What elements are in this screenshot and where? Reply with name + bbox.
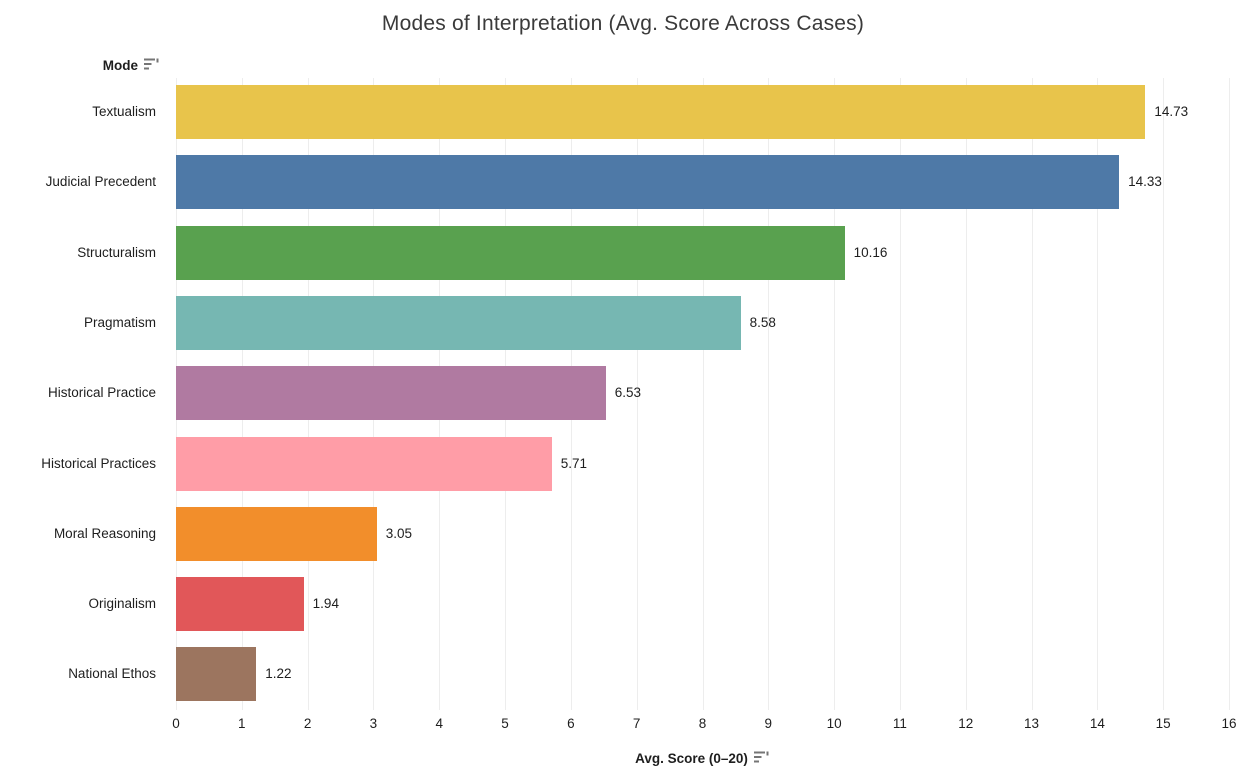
row-header-label: Mode — [102, 58, 138, 73]
table-row: Originalism 1.94 — [0, 577, 1246, 632]
table-row: Moral Reasoning 3.05 — [0, 506, 1246, 561]
x-axis-title-label: Avg. Score (0–20) — [635, 750, 748, 766]
bar-historical-practices[interactable] — [176, 436, 552, 491]
x-tick-label: 5 — [501, 716, 509, 731]
x-tick-label: 7 — [632, 716, 641, 731]
sort-descending-icon[interactable] — [144, 54, 160, 78]
x-tick-label: 11 — [892, 716, 907, 731]
gridline — [899, 78, 901, 710]
x-tick-label: 4 — [435, 716, 444, 731]
category-label: Pragmatism — [83, 314, 156, 330]
category-label: Judicial Precedent — [45, 174, 156, 190]
bar-national-ethos[interactable] — [176, 647, 257, 702]
category-label: Structuralism — [77, 244, 156, 260]
value-label: 8.58 — [749, 314, 776, 330]
bar-textualism[interactable] — [176, 85, 1146, 139]
x-tick-label: 16 — [1221, 716, 1237, 731]
gridline — [834, 78, 836, 710]
value-label: 3.05 — [385, 525, 412, 541]
x-tick-label: 14 — [1089, 716, 1105, 731]
gridline — [702, 78, 704, 710]
category-label: Historical Practice — [47, 385, 156, 401]
sort-descending-icon[interactable] — [753, 751, 770, 766]
chart-title: Modes of Interpretation (Avg. Score Acro… — [381, 12, 865, 35]
value-label: 14.33 — [1128, 174, 1162, 190]
gridline — [768, 78, 770, 710]
table-row: National Ethos 1.22 — [0, 647, 1246, 702]
category-label: Originalism — [88, 596, 156, 612]
value-label: 6.53 — [614, 385, 642, 401]
bar-pragmatism[interactable] — [176, 295, 741, 350]
gridline — [1163, 78, 1165, 710]
value-label: 14.73 — [1154, 104, 1189, 119]
bar-structuralism[interactable] — [176, 225, 845, 280]
x-tick-label: 3 — [369, 716, 378, 731]
x-tick-label: 9 — [764, 716, 773, 731]
category-label: National Ethos — [68, 666, 156, 682]
bar-judicial-precedent[interactable] — [176, 155, 1120, 210]
gridline — [1031, 78, 1033, 710]
row-header[interactable]: Mode — [0, 54, 160, 78]
gridline — [1229, 78, 1230, 710]
x-tick-label: 6 — [567, 716, 575, 731]
table-row: Historical Practice 6.53 — [0, 366, 1246, 421]
table-row: Judicial Precedent 14.33 — [0, 155, 1246, 210]
gridline — [965, 78, 967, 710]
table-row: Pragmatism 8.58 — [0, 295, 1246, 350]
x-tick-label: 1 — [238, 716, 246, 731]
value-label: 1.22 — [265, 666, 292, 682]
x-axis-title[interactable]: Avg. Score (0–20) — [176, 748, 1229, 768]
x-tick-label: 8 — [698, 716, 707, 731]
x-tick-label: 15 — [1155, 716, 1171, 731]
gridline — [1097, 78, 1099, 710]
x-tick-label: 0 — [172, 716, 180, 731]
value-label: 1.94 — [312, 596, 339, 612]
gridline — [636, 78, 638, 710]
bar-originalism[interactable] — [176, 577, 304, 632]
category-label: Textualism — [92, 104, 156, 119]
bar-historical-practice[interactable] — [176, 366, 606, 421]
x-tick-label: 10 — [826, 716, 842, 731]
bar-moral-reasoning[interactable] — [176, 506, 377, 561]
table-row: Textualism 14.73 — [0, 85, 1246, 139]
value-label: 10.16 — [853, 244, 888, 260]
value-label: 5.71 — [560, 455, 588, 471]
x-axis-ticks: 0 1 2 3 4 5 6 7 8 9 10 11 12 13 14 15 16 — [172, 716, 1236, 734]
category-label: Historical Practices — [41, 455, 156, 471]
table-row: Structuralism 10.16 — [0, 225, 1246, 280]
table-row: Historical Practices 5.71 — [0, 436, 1246, 491]
x-tick-label: 2 — [303, 716, 312, 731]
x-tick-label: 13 — [1024, 716, 1040, 731]
x-tick-label: 12 — [958, 716, 974, 731]
category-label: Moral Reasoning — [53, 525, 156, 541]
